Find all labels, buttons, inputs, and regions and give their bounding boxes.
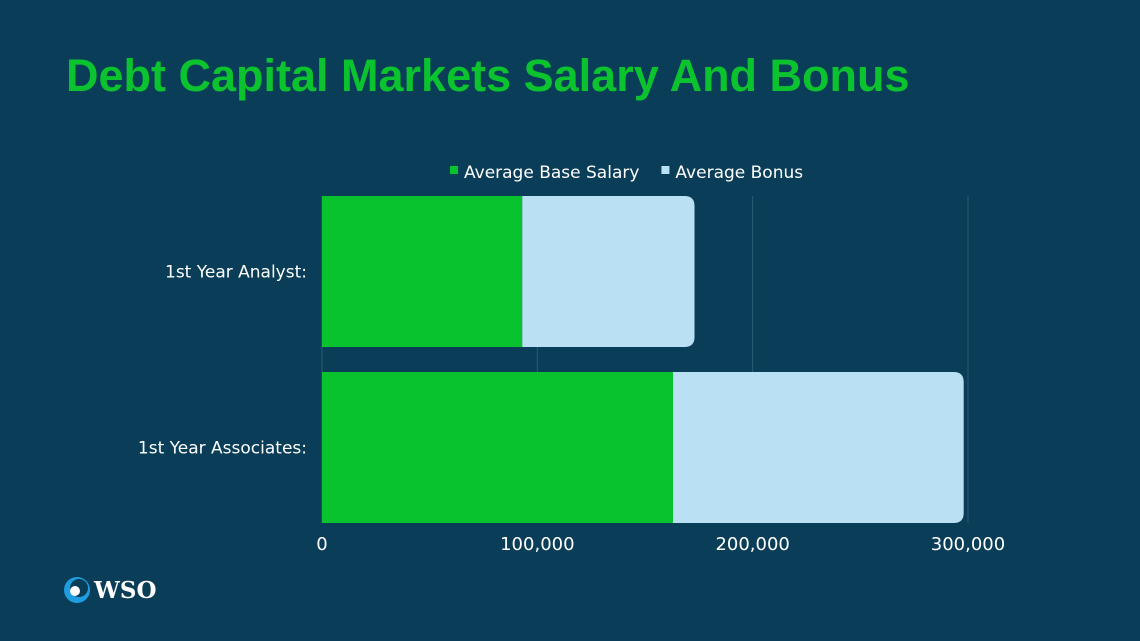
globe-icon [64,577,90,603]
x-tick-label: 200,000 [715,534,789,555]
bar-segment [522,196,695,347]
chart-title: Debt Capital Markets Salary And Bonus [66,50,910,101]
legend-label: Average Base Salary [464,163,639,183]
logo-text: WSO [94,576,157,604]
x-tick-label: 100,000 [500,534,574,555]
bar-segment [672,372,964,523]
bar-segment [322,196,523,347]
category-label: 1st Year Analyst: [165,263,307,283]
wso-logo: WSO [63,576,156,604]
category-label: 1st Year Associates: [138,439,307,459]
legend-label: Average Bonus [675,163,803,183]
x-tick-label: 300,000 [931,534,1005,555]
legend-swatch [450,166,458,174]
legend-swatch [661,166,670,174]
x-tick-label: 0 [316,534,327,555]
bar-segment [322,372,673,523]
